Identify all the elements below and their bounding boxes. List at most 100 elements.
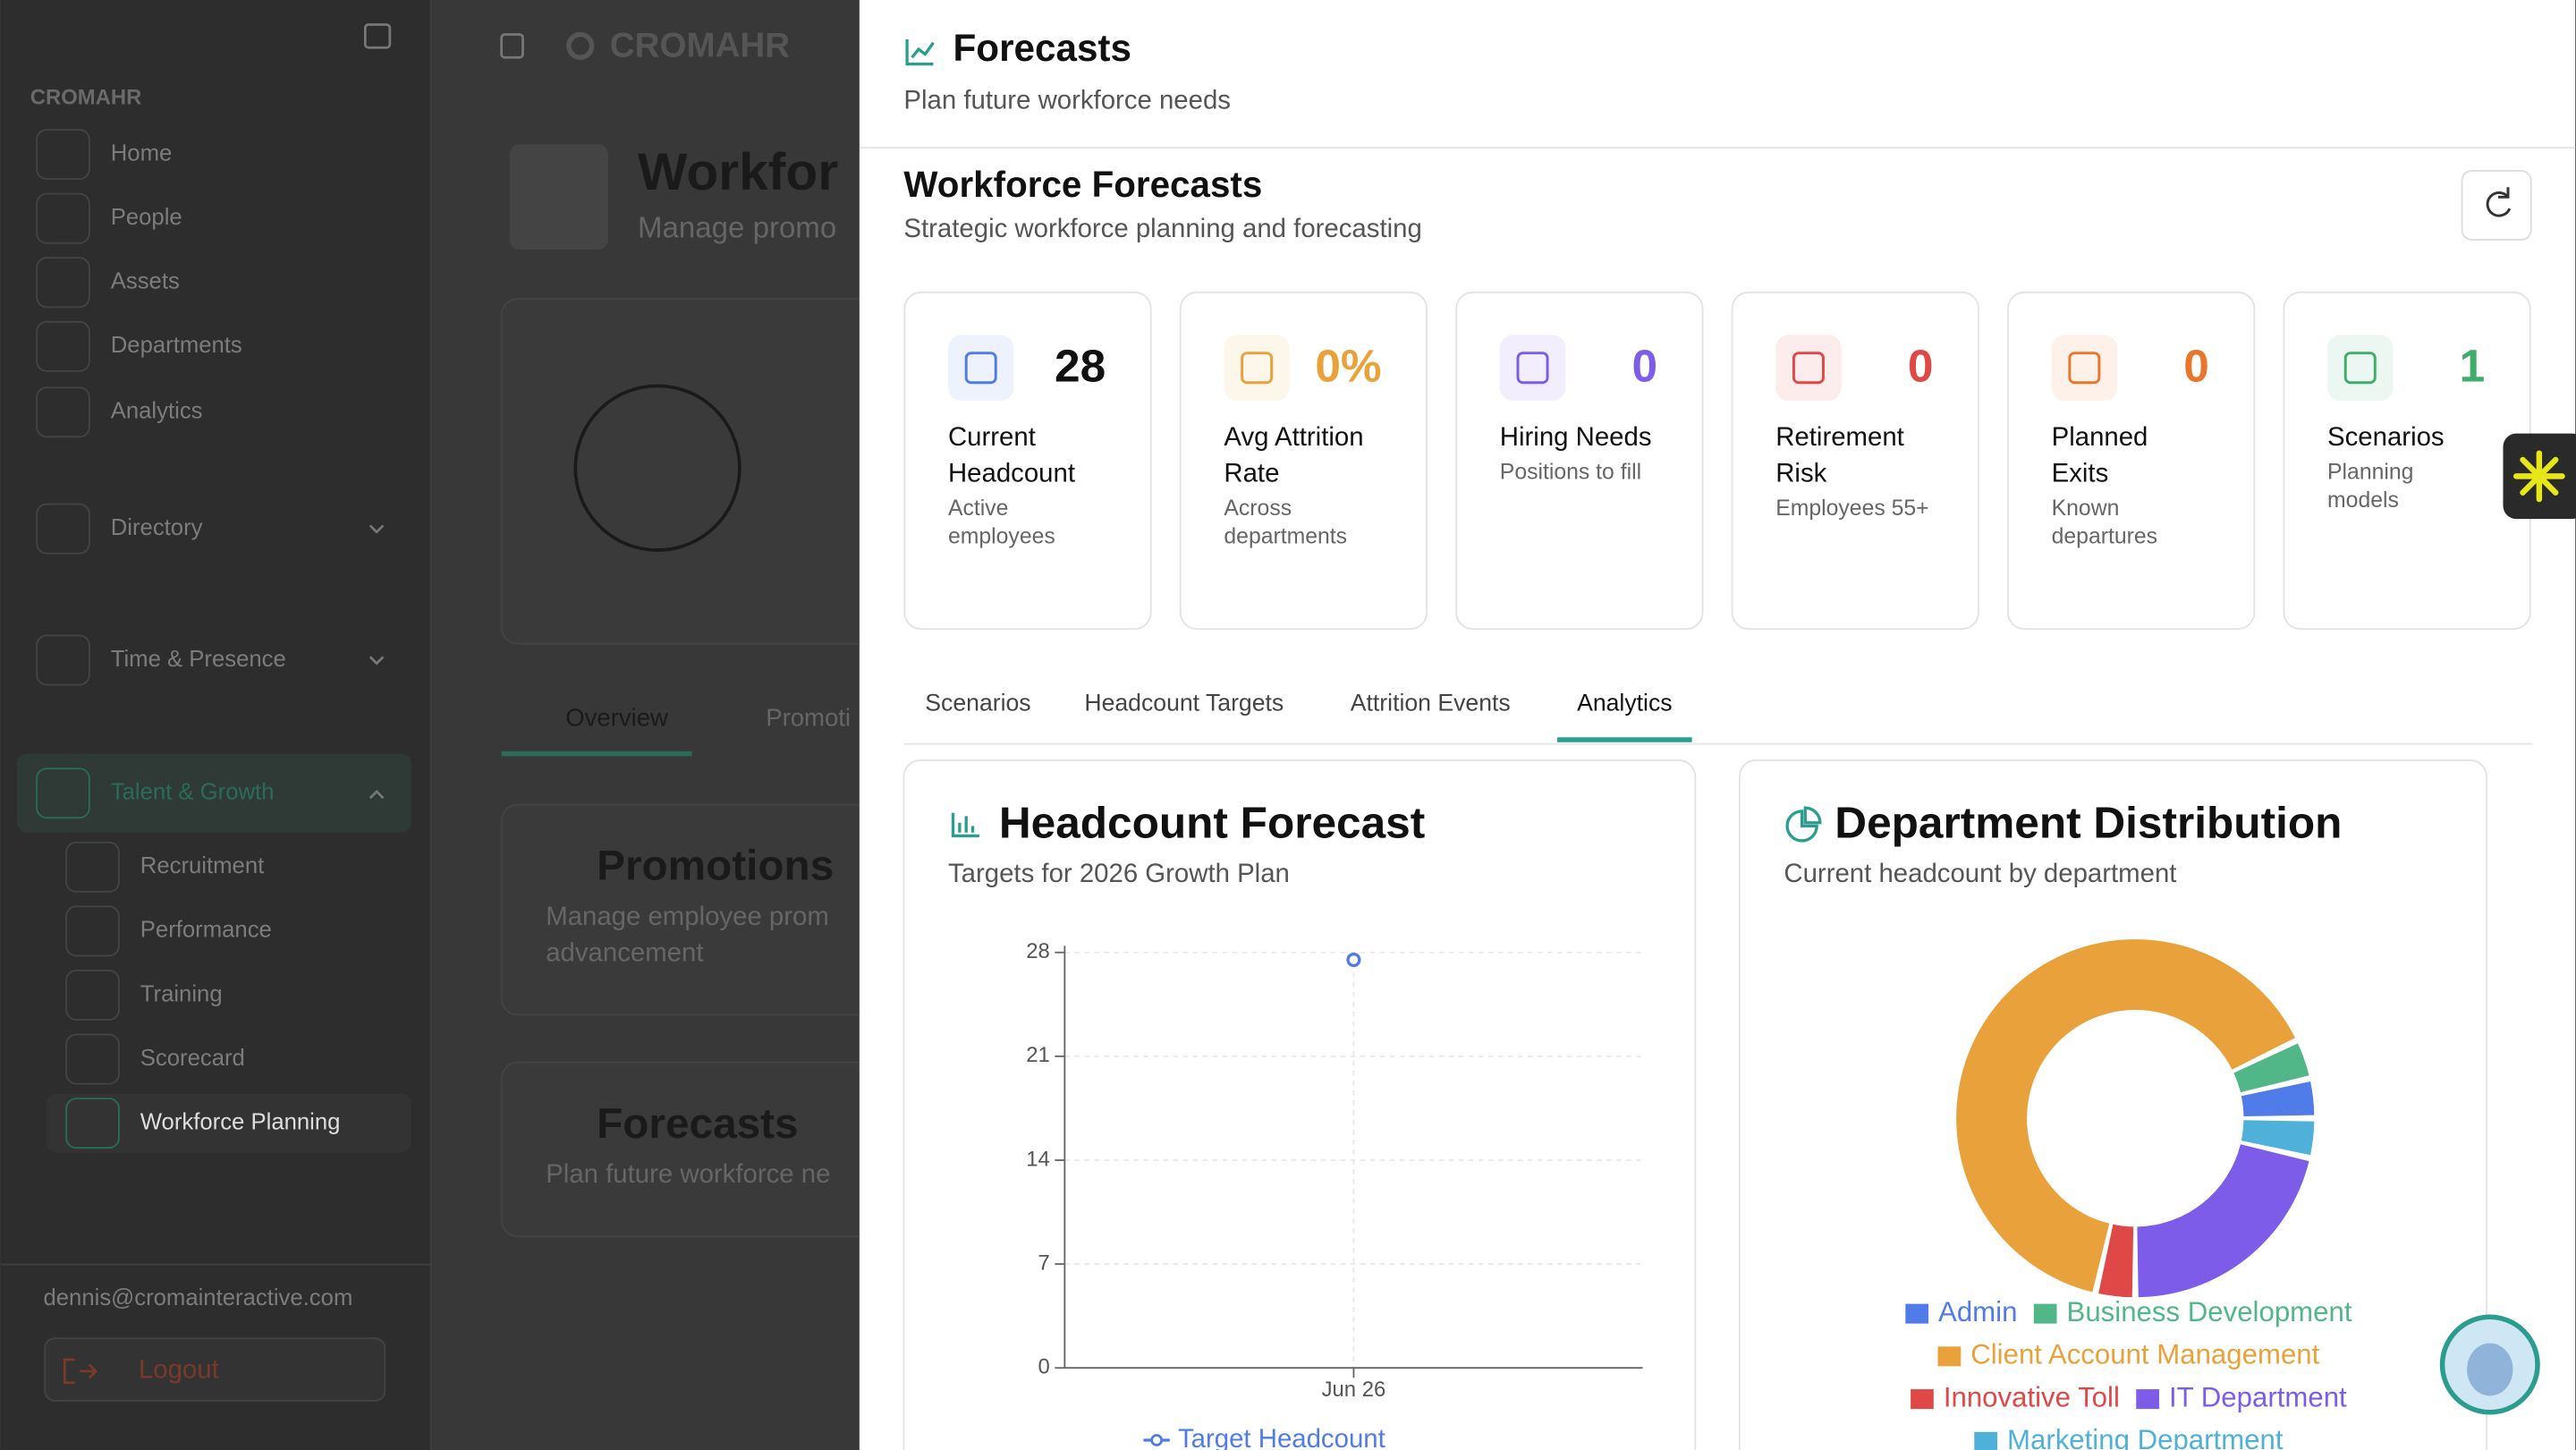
stat-card [2007, 291, 2256, 631]
tab[interactable]: Analytics [1577, 690, 1672, 717]
nav-label[interactable]: Recruitment [140, 853, 264, 878]
legend-swatch [1911, 1389, 1934, 1410]
nav-icon [36, 386, 90, 438]
tab[interactable]: Headcount Targets [1084, 690, 1284, 717]
nav-icon [65, 905, 120, 957]
widget-icon [2512, 450, 2565, 503]
stat-value: 0% [1315, 340, 1381, 392]
bg-card [500, 1061, 860, 1238]
nav-item-active [47, 1093, 411, 1153]
tab[interactable]: Attrition Events [1351, 690, 1511, 717]
pie-slice [2098, 1224, 2134, 1298]
logout-button[interactable] [44, 1337, 386, 1402]
bg-card-text: Plan future workforce ne [546, 1159, 830, 1189]
stat-label: Scenarios [2327, 422, 2445, 452]
brand: CROMAHR [30, 85, 142, 109]
legend-label: Marketing Department [2007, 1424, 2284, 1450]
sidebar-toggle[interactable] [363, 23, 392, 49]
avatar-figure [2467, 1343, 2513, 1396]
stat-sub: Planning models [2327, 460, 2419, 512]
nav-label[interactable]: Scorecard [140, 1046, 245, 1071]
legend-swatch [1974, 1431, 1997, 1450]
nav-label[interactable]: Departments [111, 333, 242, 358]
legend-label: Target Headcount [1178, 1424, 1385, 1450]
legend-swatch [2136, 1389, 2159, 1410]
nav-label[interactable]: Assets [111, 269, 180, 294]
pie-slice [2137, 1144, 2309, 1298]
nav-label[interactable]: Training [140, 981, 223, 1006]
stat-label: Retirement Risk [1775, 422, 1911, 488]
chart-title: Department Distribution [1835, 797, 2342, 847]
stat-sub: Positions to fill [1500, 460, 1641, 484]
chevron [369, 524, 385, 534]
section-title: Workforce Forecasts [903, 164, 1262, 205]
nav-label[interactable]: Time & Presence [111, 647, 286, 672]
stat-value: 0 [2183, 340, 2209, 392]
tab[interactable]: Scenarios [925, 690, 1030, 717]
legend-swatch-dot [1150, 1434, 1164, 1446]
logout-icon [63, 1358, 98, 1385]
bg-card-text: advancement [546, 937, 703, 967]
y-tick-label: 28 [1026, 939, 1050, 963]
nav-label[interactable]: Analytics [111, 399, 203, 424]
stat-icon-bg [1775, 335, 1842, 401]
stat-icon-bg [947, 335, 1014, 401]
chart-subtitle: Current headcount by department [1784, 859, 2176, 888]
nav-icon [65, 970, 120, 1021]
section-subtitle: Strategic workforce planning and forecas… [903, 214, 1421, 243]
legend-label: Innovative Toll [1944, 1381, 2120, 1412]
bg-card-title: Promotions [597, 843, 834, 890]
legend-swatch [1937, 1346, 1962, 1367]
legend-label: Admin [1938, 1296, 2017, 1327]
toggle [500, 33, 524, 59]
panel-subtitle: Plan future workforce needs [903, 86, 1231, 115]
y-tick-label: 0 [1038, 1355, 1050, 1379]
stat-icon [1516, 352, 1549, 385]
pie-slice [2241, 1081, 2315, 1117]
x-tick-label: Jun 26 [1322, 1378, 1386, 1402]
nav-label[interactable]: Home [111, 140, 173, 165]
chart-icon [1785, 806, 1822, 843]
chart-subtitle: Targets for 2026 Growth Plan [948, 859, 1290, 888]
nav-label[interactable]: Performance [140, 918, 272, 943]
stat-label: Hiring Needs [1500, 422, 1652, 452]
stat-icon [1792, 352, 1825, 385]
chevron [369, 789, 385, 800]
y-tick-label: 7 [1038, 1251, 1050, 1275]
bg-title: Workfor [638, 143, 838, 201]
stat-sub: Known departures [2052, 496, 2157, 548]
nav-icon [65, 1033, 120, 1085]
nav-icon [36, 129, 90, 181]
nav-icon [36, 634, 90, 686]
stat-value: 0 [1631, 340, 1657, 392]
stat-label: Avg Attrition Rate [1224, 422, 1370, 488]
bg-card-title: Forecasts [597, 1100, 798, 1148]
stat-icon [2068, 352, 2101, 385]
y-tick-label: 14 [1026, 1147, 1050, 1171]
bg-card [500, 298, 860, 645]
nav-label[interactable]: Workforce Planning [140, 1109, 341, 1134]
legend-swatch [2033, 1303, 2057, 1324]
stat-value: 1 [2460, 340, 2486, 392]
stat-icon [964, 352, 997, 385]
nav-icon [36, 503, 90, 555]
y-tick-label: 21 [1026, 1043, 1050, 1067]
nav-group-active [17, 753, 411, 833]
refresh-icon [2486, 187, 2512, 217]
logout-label[interactable]: Logout [139, 1355, 219, 1385]
tab-underline [1557, 737, 1692, 742]
illustration [509, 144, 608, 250]
refresh-button[interactable] [2461, 170, 2532, 241]
stat-label: Current Headcount [948, 422, 1075, 488]
nav-label[interactable]: Directory [111, 515, 203, 540]
stat-icon [1241, 352, 1274, 385]
nav-icon [36, 257, 90, 309]
stat-icon-bg [2327, 335, 2394, 401]
nav-label[interactable]: Talent & Growth [111, 779, 275, 804]
data-point [1346, 952, 1361, 968]
nav-label[interactable]: People [111, 205, 182, 230]
stat-card [1731, 291, 1979, 631]
bg-subtitle: Manage promo [638, 212, 836, 245]
